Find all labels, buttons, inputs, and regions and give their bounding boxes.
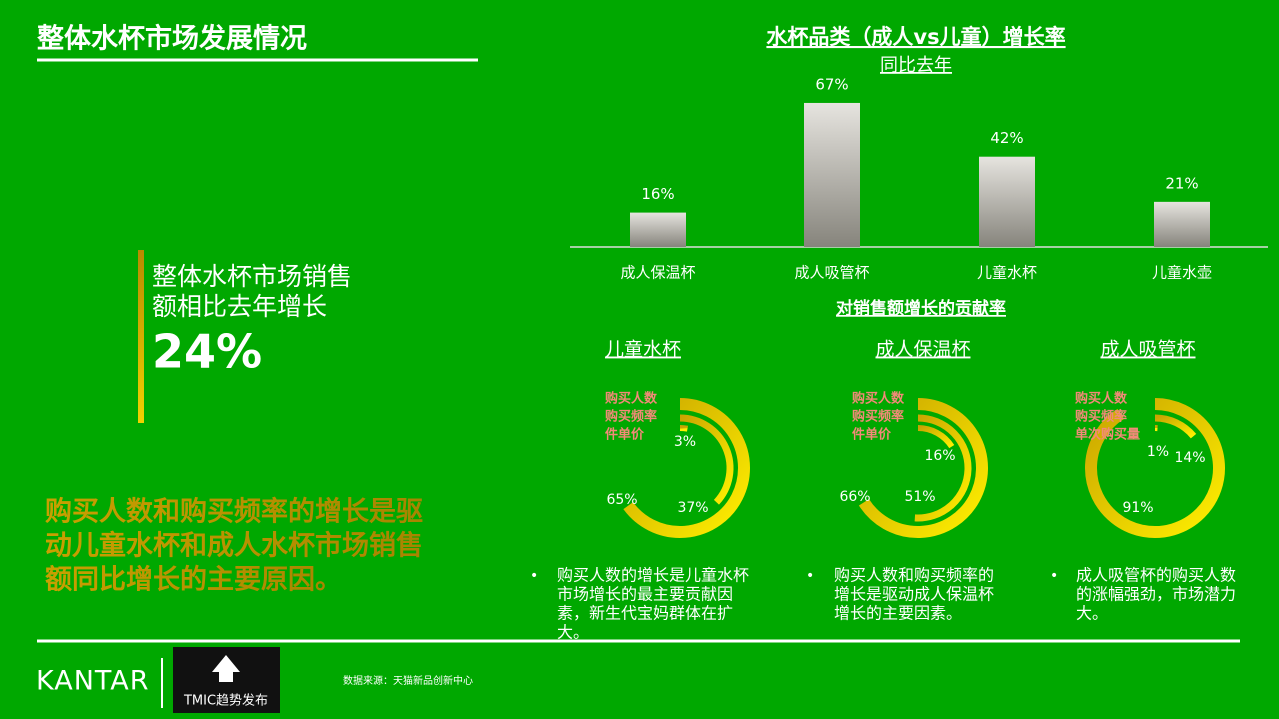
note-line: 大。 bbox=[557, 623, 589, 642]
bar bbox=[1154, 201, 1210, 247]
donut-legend-label: 购买人数 bbox=[852, 391, 905, 407]
note-line: 的涨幅强劲，市场潜力 bbox=[1076, 585, 1236, 604]
bullet: • bbox=[1050, 568, 1058, 584]
donut-arc bbox=[679, 425, 689, 432]
note-line: 购买人数的增长是儿童水杯 bbox=[557, 566, 749, 585]
note-line: 增长的主要因素。 bbox=[834, 604, 962, 623]
donut-value-label: 37% bbox=[677, 500, 708, 516]
donut-legend-label: 单次购买量 bbox=[1075, 427, 1140, 443]
donut-title: 儿童水杯 bbox=[605, 339, 681, 361]
donut-arc bbox=[1154, 414, 1197, 439]
donut-legend-label: 购买人数 bbox=[1075, 391, 1128, 407]
note-line: 成人吸管杯的购买人数 bbox=[1076, 566, 1236, 585]
bullet: • bbox=[530, 568, 538, 584]
accent-bar bbox=[138, 250, 144, 423]
page-title: 整体水杯市场发展情况 bbox=[37, 23, 307, 55]
note-line: 市场增长的最主要贡献因 bbox=[557, 585, 733, 604]
summary-line: 额相比去年增长 bbox=[152, 292, 327, 321]
donut-arc bbox=[1085, 398, 1225, 538]
bar bbox=[630, 212, 686, 247]
donut-legend-label: 件单价 bbox=[852, 427, 892, 443]
conclusion-line: 动儿童水杯和成人水杯市场销售 bbox=[45, 530, 423, 562]
note-line: 购买人数和购买频率的 bbox=[834, 566, 994, 585]
bar-chart-title: 水杯品类（成人vs儿童）增长率 bbox=[766, 25, 1065, 49]
conclusion-line: 额同比增长的主要原因。 bbox=[45, 564, 342, 596]
donut-title: 成人吸管杯 bbox=[1100, 339, 1195, 361]
donut-arc bbox=[917, 425, 955, 449]
donut-arc bbox=[623, 398, 750, 538]
note-line: 增长是驱动成人保温杯 bbox=[834, 585, 994, 604]
bar-value-label: 16% bbox=[641, 185, 674, 203]
section-title: 对销售额增长的贡献率 bbox=[836, 298, 1006, 319]
category-label: 儿童水杯 bbox=[977, 264, 1037, 282]
category-label: 成人保温杯 bbox=[620, 264, 695, 282]
donut-value-label: 3% bbox=[674, 434, 696, 450]
note-line: 素，新生代宝妈群体在扩 bbox=[557, 604, 733, 623]
donut-value-label: 51% bbox=[904, 489, 935, 505]
bullet: • bbox=[806, 568, 814, 584]
partner-logo-icon bbox=[212, 655, 240, 682]
donut-legend-label: 件单价 bbox=[605, 427, 645, 443]
summary-figure: 24% bbox=[152, 325, 262, 379]
category-label: 成人吸管杯 bbox=[794, 264, 869, 282]
donut-title: 成人保温杯 bbox=[875, 339, 970, 361]
brand-logo: KANTAR bbox=[36, 666, 150, 697]
donut-legend-label: 购买频率 bbox=[1075, 409, 1127, 425]
donut-arc bbox=[914, 414, 972, 522]
donut-value-label: 91% bbox=[1122, 500, 1153, 516]
donut-value-label: 14% bbox=[1174, 450, 1205, 466]
donut-value-label: 1% bbox=[1147, 444, 1169, 460]
bar-chart-subtitle: 同比去年 bbox=[880, 55, 952, 76]
donut-arc bbox=[679, 414, 734, 505]
donut-legend-label: 购买频率 bbox=[852, 409, 904, 425]
bar-value-label: 21% bbox=[1165, 174, 1198, 192]
bar-value-label: 42% bbox=[990, 129, 1023, 147]
bar-value-label: 67% bbox=[815, 75, 848, 93]
donut-arc bbox=[858, 398, 988, 538]
donut-value-label: 65% bbox=[606, 492, 637, 508]
bar bbox=[804, 102, 860, 247]
conclusion-line: 购买人数和购买频率的增长是驱 bbox=[45, 496, 423, 528]
donut-legend-label: 购买频率 bbox=[605, 409, 657, 425]
category-label: 儿童水壶 bbox=[1152, 264, 1212, 282]
donut-value-label: 66% bbox=[839, 489, 870, 505]
bar bbox=[979, 156, 1035, 247]
partner-logo: TMIC趋势发布 bbox=[183, 693, 268, 709]
note-line: 大。 bbox=[1076, 604, 1108, 623]
summary-line: 整体水杯市场销售 bbox=[152, 262, 352, 291]
source-note: 数据来源：天猫新品创新中心 bbox=[343, 674, 473, 687]
donut-legend-label: 购买人数 bbox=[605, 391, 658, 407]
donut-value-label: 16% bbox=[924, 448, 955, 464]
